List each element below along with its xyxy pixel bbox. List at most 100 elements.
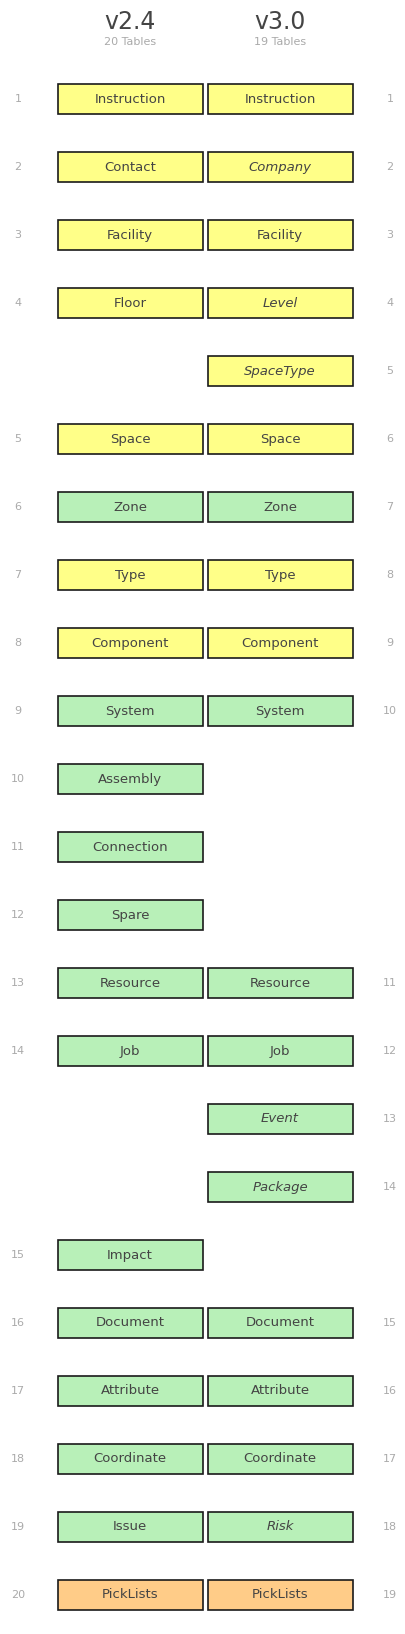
FancyBboxPatch shape (207, 221, 352, 250)
Text: 3: 3 (386, 230, 394, 240)
Text: Package: Package (252, 1180, 308, 1193)
Text: SpaceType: SpaceType (244, 364, 316, 377)
Text: Connection: Connection (92, 840, 168, 853)
Text: 7: 7 (15, 570, 21, 580)
FancyBboxPatch shape (207, 1036, 352, 1065)
FancyBboxPatch shape (58, 1036, 202, 1065)
Text: Facility: Facility (107, 229, 153, 242)
Text: Company: Company (249, 160, 311, 173)
Text: 18: 18 (11, 1454, 25, 1464)
FancyBboxPatch shape (207, 1376, 352, 1405)
FancyBboxPatch shape (207, 1172, 352, 1203)
Text: 16: 16 (11, 1319, 25, 1328)
Text: 10: 10 (383, 706, 397, 716)
FancyBboxPatch shape (58, 83, 202, 114)
Text: 8: 8 (386, 570, 394, 580)
FancyBboxPatch shape (58, 900, 202, 930)
Text: Attribute: Attribute (100, 1384, 160, 1397)
Text: Zone: Zone (263, 500, 297, 513)
FancyBboxPatch shape (207, 1444, 352, 1474)
FancyBboxPatch shape (58, 765, 202, 794)
Text: 4: 4 (15, 297, 21, 307)
Text: Level: Level (262, 296, 298, 309)
FancyBboxPatch shape (58, 1511, 202, 1542)
FancyBboxPatch shape (58, 221, 202, 250)
Text: 6: 6 (15, 502, 21, 511)
Text: 6: 6 (386, 435, 394, 444)
Text: System: System (255, 704, 305, 717)
FancyBboxPatch shape (58, 1307, 202, 1338)
Text: 11: 11 (383, 979, 397, 989)
Text: Type: Type (265, 569, 295, 582)
Text: 9: 9 (386, 637, 394, 649)
Text: 8: 8 (15, 637, 21, 649)
FancyBboxPatch shape (207, 1511, 352, 1542)
Text: 18: 18 (383, 1521, 397, 1533)
FancyBboxPatch shape (58, 152, 202, 181)
Text: Component: Component (241, 637, 319, 649)
FancyBboxPatch shape (58, 1376, 202, 1405)
Text: 14: 14 (383, 1181, 397, 1191)
FancyBboxPatch shape (58, 967, 202, 998)
Text: Contact: Contact (104, 160, 156, 173)
Text: 13: 13 (11, 979, 25, 989)
Text: 17: 17 (383, 1454, 397, 1464)
Text: 12: 12 (383, 1046, 397, 1056)
Text: 2: 2 (15, 162, 21, 172)
Text: Document: Document (245, 1317, 315, 1330)
Text: 15: 15 (383, 1319, 397, 1328)
FancyBboxPatch shape (58, 627, 202, 659)
Text: Type: Type (115, 569, 145, 582)
Text: 16: 16 (383, 1386, 397, 1395)
Text: 19: 19 (383, 1590, 397, 1600)
Text: PickLists: PickLists (102, 1588, 158, 1601)
Text: 19: 19 (11, 1521, 25, 1533)
Text: 15: 15 (11, 1250, 25, 1260)
FancyBboxPatch shape (58, 1240, 202, 1270)
Text: Assembly: Assembly (98, 773, 162, 786)
FancyBboxPatch shape (58, 832, 202, 863)
Text: 11: 11 (11, 842, 25, 851)
Text: 10: 10 (11, 775, 25, 784)
FancyBboxPatch shape (58, 1444, 202, 1474)
FancyBboxPatch shape (207, 967, 352, 998)
Text: System: System (105, 704, 155, 717)
Text: Event: Event (261, 1113, 299, 1126)
Text: Facility: Facility (257, 229, 303, 242)
Text: Resource: Resource (249, 977, 311, 990)
Text: Coordinate: Coordinate (243, 1453, 317, 1466)
Text: 2: 2 (386, 162, 394, 172)
FancyBboxPatch shape (207, 1105, 352, 1134)
Text: 5: 5 (386, 366, 394, 376)
Text: 9: 9 (15, 706, 21, 716)
FancyBboxPatch shape (58, 492, 202, 521)
Text: Job: Job (120, 1044, 140, 1057)
FancyBboxPatch shape (207, 83, 352, 114)
FancyBboxPatch shape (207, 1580, 352, 1609)
FancyBboxPatch shape (207, 492, 352, 521)
Text: 7: 7 (386, 502, 394, 511)
Text: 17: 17 (11, 1386, 25, 1395)
Text: Space: Space (110, 433, 150, 446)
FancyBboxPatch shape (58, 423, 202, 454)
Text: 4: 4 (386, 297, 394, 307)
FancyBboxPatch shape (207, 696, 352, 725)
Text: 1: 1 (386, 95, 394, 105)
FancyBboxPatch shape (207, 1307, 352, 1338)
Text: 14: 14 (11, 1046, 25, 1056)
Text: Component: Component (91, 637, 169, 649)
FancyBboxPatch shape (207, 152, 352, 181)
Text: Floor: Floor (113, 296, 147, 309)
Text: 12: 12 (11, 910, 25, 920)
FancyBboxPatch shape (58, 288, 202, 319)
Text: 20: 20 (11, 1590, 25, 1600)
FancyBboxPatch shape (207, 356, 352, 386)
Text: Space: Space (260, 433, 301, 446)
Text: v3.0: v3.0 (254, 10, 306, 34)
FancyBboxPatch shape (207, 560, 352, 590)
Text: Document: Document (96, 1317, 164, 1330)
Text: 13: 13 (383, 1114, 397, 1124)
Text: Issue: Issue (113, 1521, 147, 1533)
Text: v2.4: v2.4 (104, 10, 156, 34)
Text: 1: 1 (15, 95, 21, 105)
